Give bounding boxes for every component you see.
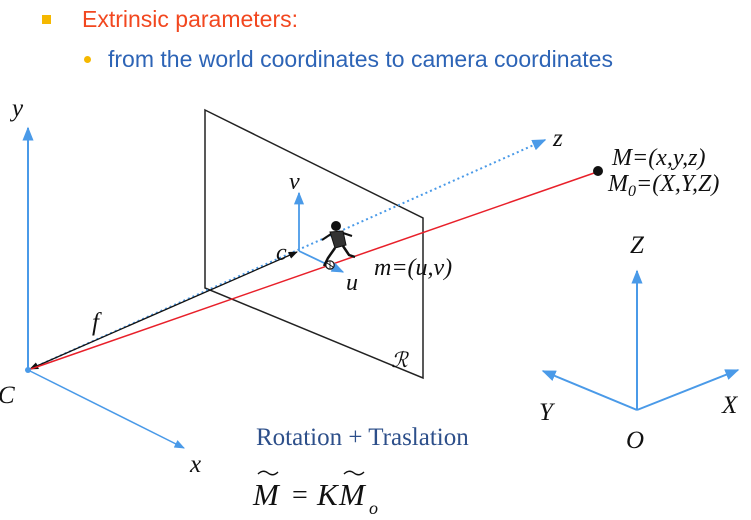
image-plane-label: ℛ	[391, 348, 409, 372]
camera-x-label: x	[189, 451, 201, 478]
point-m	[593, 166, 603, 176]
point-world-coords: M0=(X,Y,Z)	[607, 171, 719, 200]
optical-axis	[27, 139, 547, 371]
camera-y-label: y	[9, 95, 24, 122]
image-point-label: m=(u,v)	[374, 255, 452, 281]
image-u-label: u	[346, 270, 358, 296]
world-x-label: X	[721, 392, 739, 419]
dot-bullet-icon	[84, 55, 91, 63]
bullet-extrinsic: Extrinsic parameters:	[42, 4, 298, 34]
equation-k: K	[316, 477, 340, 512]
equation-rhs: M	[338, 477, 367, 512]
equation-lhs: M	[252, 477, 281, 512]
camera-x-axis	[27, 369, 185, 449]
image-plane	[204, 108, 424, 380]
camera-origin-dot	[25, 367, 31, 373]
projection-equation: M = K M o	[252, 470, 378, 518]
equation-subscript: o	[369, 498, 378, 518]
world-y-axis	[541, 370, 638, 411]
world-origin-label: O	[626, 427, 644, 454]
world-y-label: Y	[539, 399, 556, 426]
player-figure-icon	[321, 221, 356, 270]
bullet-subtitle-text: from the world coordinates to camera coo…	[108, 45, 613, 72]
camera-z-label: z	[552, 125, 563, 152]
equation-equals: =	[292, 480, 308, 511]
square-bullet-icon	[42, 14, 51, 24]
image-v-label: v	[289, 169, 300, 195]
image-u-axis	[298, 250, 345, 273]
world-z-label: Z	[630, 232, 645, 259]
focal-label: f	[92, 309, 102, 336]
world-x-axis	[636, 369, 740, 411]
transform-caption: Rotation + Traslation	[256, 424, 469, 451]
projection-ray	[27, 171, 598, 371]
principal-point-label: c	[276, 240, 287, 266]
point-camera-coords: M=(x,y,z)	[611, 145, 706, 171]
focal-arrow	[29, 251, 298, 370]
bullet-title: Extrinsic parameters:	[82, 5, 299, 32]
bullet-subtitle: from the world coordinates to camera coo…	[84, 44, 613, 74]
camera-origin-label: C	[0, 382, 15, 409]
